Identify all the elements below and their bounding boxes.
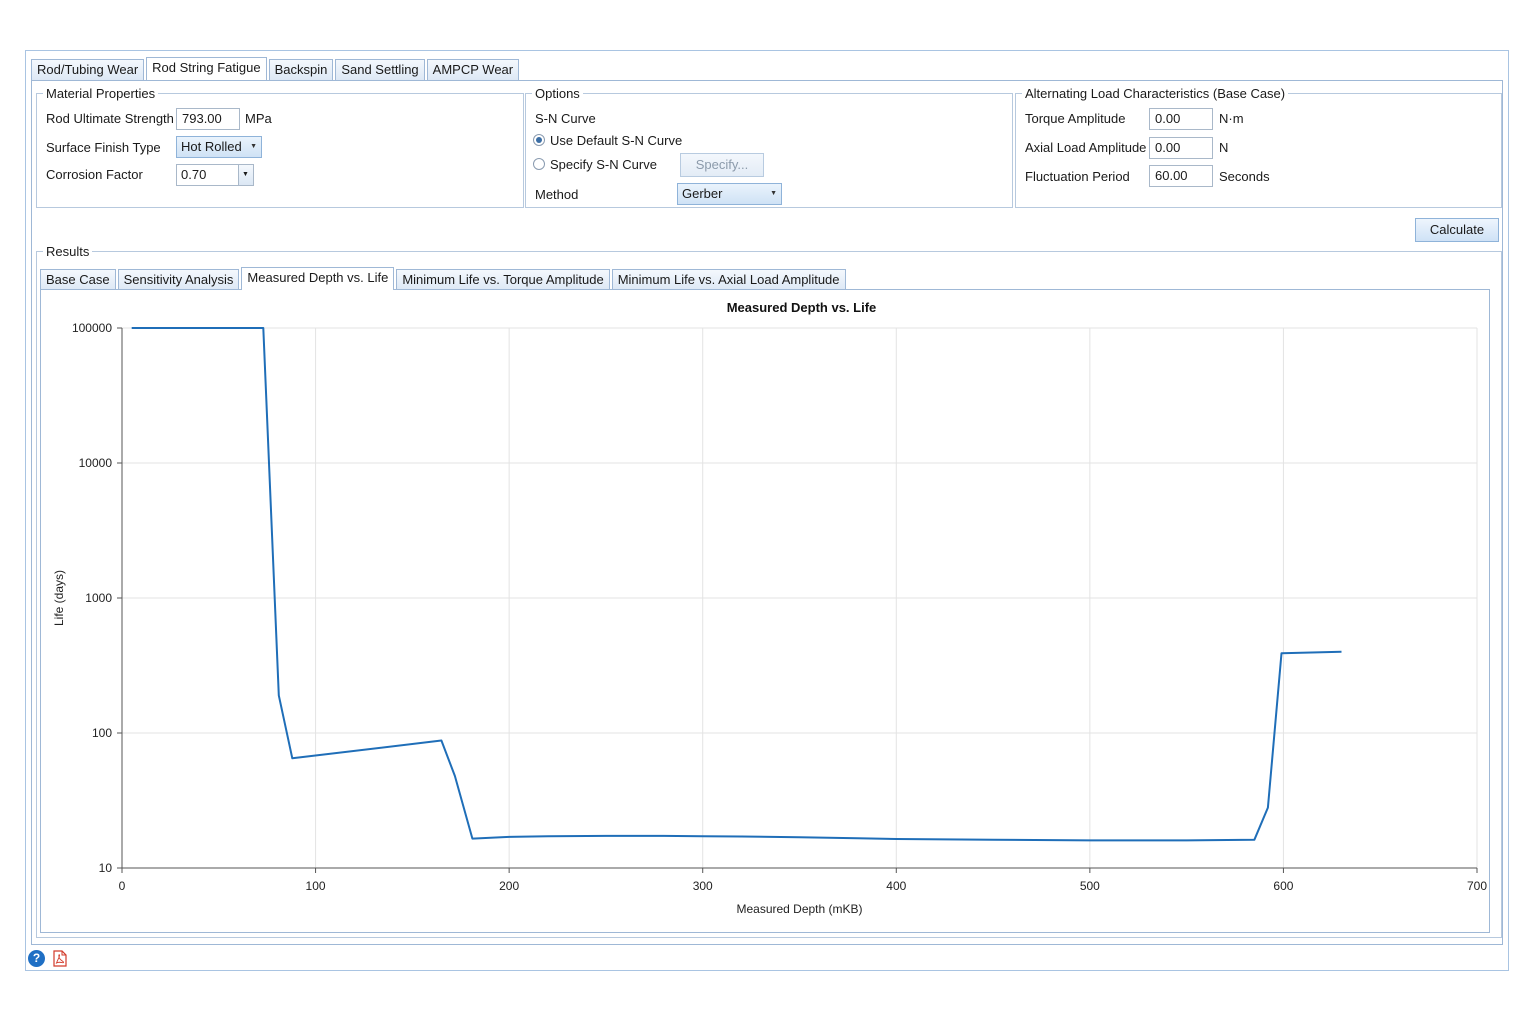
series-line-0 (131, 327, 1342, 842)
material-properties-group: Material Properties (36, 86, 524, 208)
x-tick-label: 400 (886, 879, 906, 893)
x-tick-label: 600 (1273, 879, 1293, 893)
period-unit: Seconds (1219, 169, 1270, 184)
calculate-button[interactable]: Calculate (1415, 218, 1499, 242)
surface-finish-value: Hot Rolled (181, 139, 242, 154)
results-legend: Results (46, 244, 90, 259)
default-sn-radio[interactable] (533, 134, 545, 146)
tab-base-case[interactable]: Base Case (40, 269, 116, 290)
tab-min-life-vs-axial[interactable]: Minimum Life vs. Axial Load Amplitude (611, 269, 846, 290)
chart-title: Measured Depth vs. Life (727, 300, 877, 315)
chart-panel: Measured Depth vs. Life 0 100 200 300 400 500 6… (40, 289, 1490, 933)
axial-load-input[interactable]: 0.00 (1149, 137, 1213, 159)
surface-finish-select[interactable]: Hot Rolled ▼ (176, 136, 262, 158)
alternating-load-legend: Alternating Load Characteristics (Base C… (1025, 86, 1286, 101)
rus-input[interactable]: 793.00 (176, 108, 240, 130)
status-bar: ? (28, 950, 67, 967)
chevron-down-icon: ▼ (242, 171, 249, 178)
sn-curve-label: S-N Curve (535, 111, 596, 126)
specify-sn-label[interactable]: Specify S-N Curve (550, 157, 657, 172)
corrosion-factor-select[interactable]: 0.70 ▼ (176, 164, 254, 186)
dropdown-button[interactable]: ▼ (238, 165, 253, 185)
x-tick-label: 300 (693, 879, 713, 893)
fatigue-panel: Material Properties Rod Ultimate Strengt… (31, 80, 1503, 945)
results-tabstrip: Base Case Sensitivity Analysis Measured … (40, 267, 848, 291)
chevron-down-icon: ▼ (770, 190, 777, 197)
material-properties-legend: Material Properties (46, 86, 156, 101)
corrosion-factor-label: Corrosion Factor (46, 167, 143, 182)
axial-unit: N (1219, 140, 1229, 155)
x-tick-label: 100 (306, 879, 326, 893)
surface-finish-label: Surface Finish Type (46, 140, 161, 155)
tab-min-life-vs-torque[interactable]: Minimum Life vs. Torque Amplitude (396, 269, 610, 290)
pdf-export-icon[interactable] (53, 950, 67, 967)
y-tick-label: 100000 (72, 321, 112, 335)
rus-label: Rod Ultimate Strength (46, 111, 174, 126)
torque-amplitude-input[interactable]: 0.00 (1149, 108, 1213, 130)
x-tick-label: 200 (499, 879, 519, 893)
x-tick-label: 0 (119, 879, 126, 893)
fluctuation-period-label: Fluctuation Period (1025, 169, 1130, 184)
y-tick-label: 10 (99, 861, 113, 875)
x-axis-label: Measured Depth (mKB) (736, 902, 862, 916)
x-tick-label: 700 (1467, 879, 1487, 893)
alternating-load-group: Alternating Load Characteristics (Base C… (1015, 86, 1502, 208)
method-value: Gerber (682, 186, 723, 201)
depth-life-chart: Measured Depth vs. Life 0 100 200 300 400 500 6… (52, 300, 1487, 916)
help-icon[interactable]: ? (28, 950, 45, 967)
tab-sand-settling[interactable]: Sand Settling (335, 59, 425, 80)
main-tabstrip: Rod/Tubing Wear Rod String Fatigue Backs… (31, 57, 521, 81)
y-axis-label: Life (days) (52, 570, 66, 626)
default-sn-label[interactable]: Use Default S-N Curve (550, 133, 683, 148)
tab-backspin[interactable]: Backspin (268, 59, 334, 80)
specify-button[interactable]: Specify... (680, 153, 764, 177)
results-group: Results (36, 244, 1502, 938)
specify-sn-radio[interactable] (533, 158, 545, 170)
rus-unit: MPa (245, 111, 272, 126)
axial-load-label: Axial Load Amplitude (1025, 140, 1147, 155)
torque-unit: N·m (1219, 111, 1244, 126)
torque-amplitude-label: Torque Amplitude (1025, 111, 1126, 126)
method-select[interactable]: Gerber ▼ (677, 183, 782, 205)
y-tick-label: 1000 (85, 591, 112, 605)
app-window: Rod/Tubing Wear Rod String Fatigue Backs… (25, 50, 1509, 971)
options-legend: Options (535, 86, 580, 101)
y-tick-label: 10000 (79, 456, 113, 470)
tab-rod-string-fatigue[interactable]: Rod String Fatigue (146, 57, 267, 80)
fluctuation-period-input[interactable]: 60.00 (1149, 165, 1213, 187)
tab-rod-tubing-wear[interactable]: Rod/Tubing Wear (31, 59, 145, 80)
options-group: Options (525, 86, 1013, 208)
chevron-down-icon: ▼ (250, 143, 257, 150)
tab-measured-depth-vs-life[interactable]: Measured Depth vs. Life (241, 267, 395, 290)
x-tick-label: 500 (1080, 879, 1100, 893)
corrosion-factor-value: 0.70 (181, 167, 207, 182)
tab-ampcp-wear[interactable]: AMPCP Wear (426, 59, 520, 80)
tab-sensitivity-analysis[interactable]: Sensitivity Analysis (117, 269, 240, 290)
y-tick-label: 100 (92, 726, 112, 740)
method-label: Method (535, 187, 579, 202)
